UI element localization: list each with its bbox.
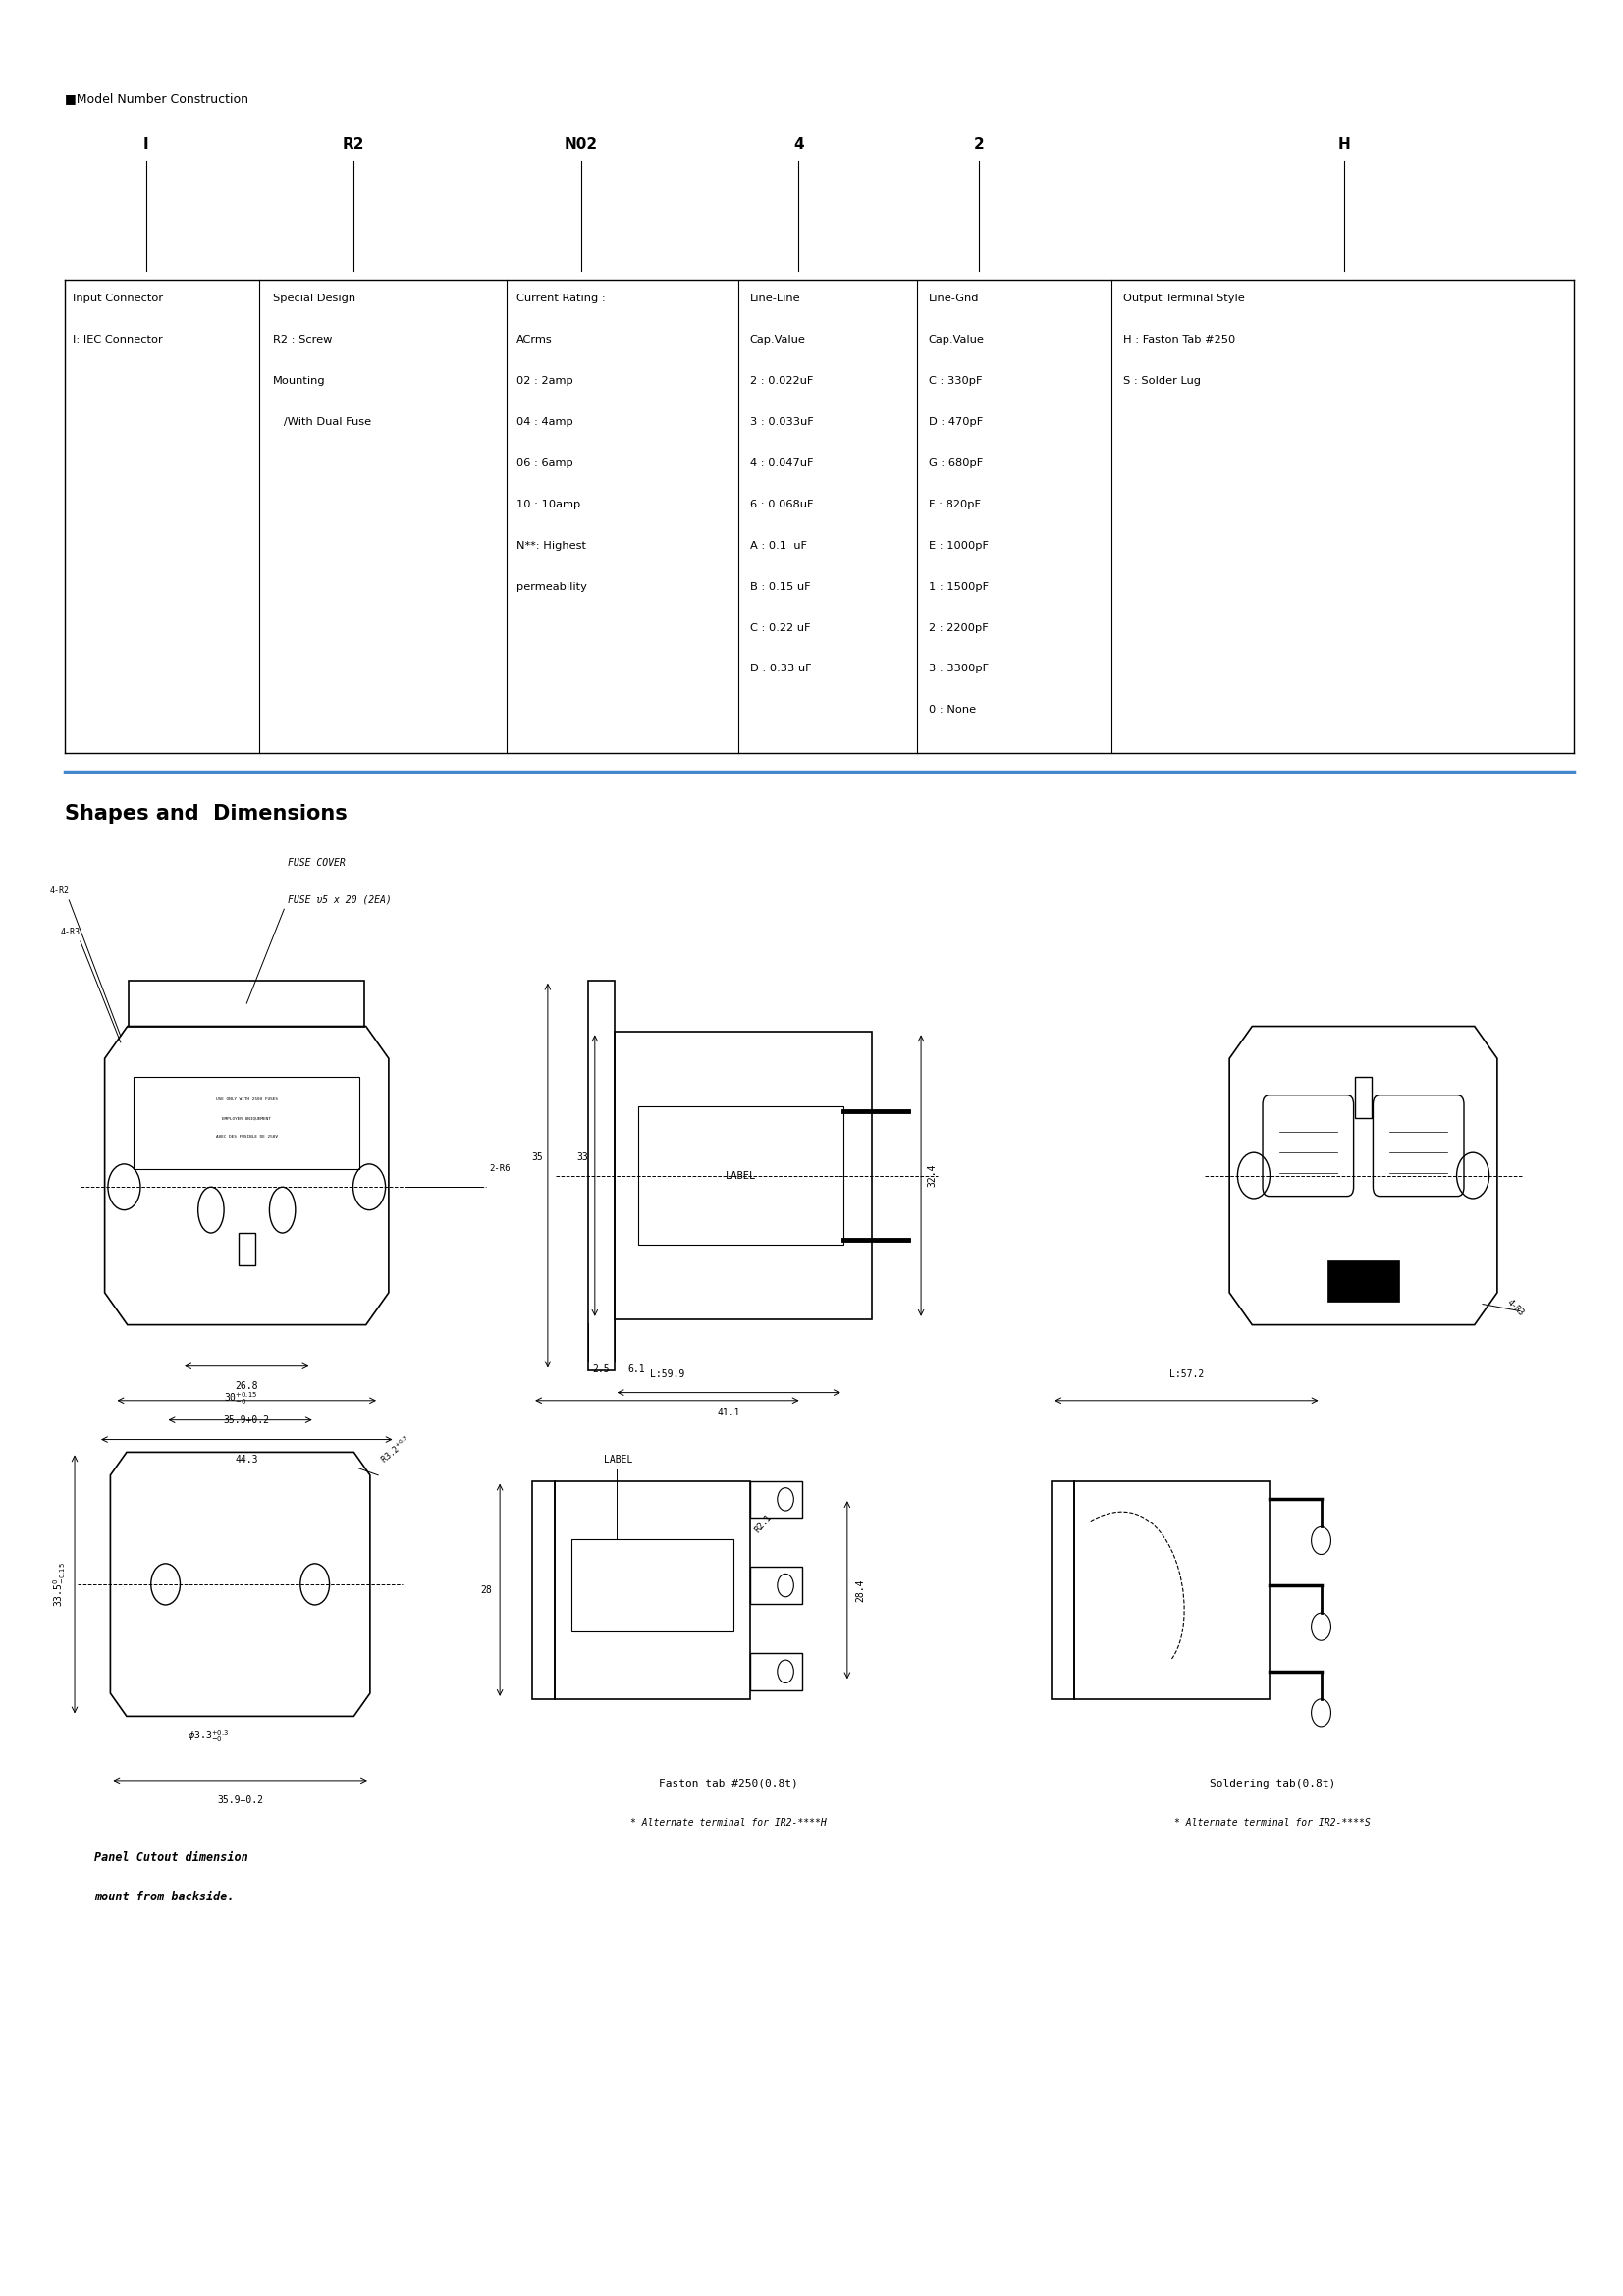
Bar xyxy=(571,1538,734,1630)
Text: Special Design: Special Design xyxy=(273,294,355,303)
Text: Shapes and  Dimensions: Shapes and Dimensions xyxy=(65,804,347,824)
Text: 35.9+0.2: 35.9+0.2 xyxy=(224,1417,269,1426)
Text: C : 330pF: C : 330pF xyxy=(928,377,982,386)
Text: 10 : 10amp: 10 : 10amp xyxy=(516,501,579,510)
Bar xyxy=(1052,1481,1074,1699)
Text: B : 0.15 uF: B : 0.15 uF xyxy=(750,581,810,592)
Bar xyxy=(130,980,364,1026)
Text: N**: Highest: N**: Highest xyxy=(516,540,586,551)
Text: Faston tab #250(0.8t): Faston tab #250(0.8t) xyxy=(659,1779,799,1789)
Text: 0 : None: 0 : None xyxy=(928,705,975,714)
Text: Mounting: Mounting xyxy=(273,377,325,386)
Text: C : 0.22 uF: C : 0.22 uF xyxy=(750,622,810,634)
Text: 4: 4 xyxy=(794,138,803,152)
Text: S : Solder Lug: S : Solder Lug xyxy=(1123,377,1201,386)
Text: 4-R3: 4-R3 xyxy=(60,928,81,937)
Text: H : Faston Tab #250: H : Faston Tab #250 xyxy=(1123,335,1235,344)
Text: 44.3: 44.3 xyxy=(235,1456,258,1465)
Text: 06 : 6amp: 06 : 6amp xyxy=(516,459,573,468)
Text: N02: N02 xyxy=(565,138,597,152)
Text: $\phi$3.3$^{+0.3}_{-0}$: $\phi$3.3$^{+0.3}_{-0}$ xyxy=(187,1727,229,1745)
Text: 28: 28 xyxy=(480,1584,492,1596)
Text: H: H xyxy=(1337,138,1350,152)
Text: Current Rating :: Current Rating : xyxy=(516,294,605,303)
Text: 6 : 0.068uF: 6 : 0.068uF xyxy=(750,501,813,510)
Bar xyxy=(133,1077,360,1169)
Text: 41.1: 41.1 xyxy=(717,1407,740,1417)
Text: R2: R2 xyxy=(342,138,365,152)
Text: * Alternate terminal for IR2-****H: * Alternate terminal for IR2-****H xyxy=(631,1818,826,1828)
Text: R2 : Screw: R2 : Screw xyxy=(273,335,333,344)
Text: R2.1: R2.1 xyxy=(753,1513,774,1534)
Text: EMPLOYER UNIQUEMENT: EMPLOYER UNIQUEMENT xyxy=(222,1116,271,1120)
Text: Cap.Value: Cap.Value xyxy=(750,335,805,344)
Text: D : 470pF: D : 470pF xyxy=(928,418,982,427)
Bar xyxy=(555,1481,750,1699)
Text: 2 : 2200pF: 2 : 2200pF xyxy=(928,622,988,634)
Text: 35.9+0.2: 35.9+0.2 xyxy=(217,1795,263,1805)
Text: Output Terminal Style: Output Terminal Style xyxy=(1123,294,1245,303)
Text: I: IEC Connector: I: IEC Connector xyxy=(73,335,164,344)
Text: 2.5: 2.5 xyxy=(592,1364,610,1373)
Text: 2 : 0.022uF: 2 : 0.022uF xyxy=(750,377,813,386)
Text: 33.5$^{0}_{-0.15}$: 33.5$^{0}_{-0.15}$ xyxy=(52,1561,68,1607)
Text: FUSE υ5 x 20 (2EA): FUSE υ5 x 20 (2EA) xyxy=(287,895,391,905)
Bar xyxy=(750,1481,802,1518)
Text: ■Model Number Construction: ■Model Number Construction xyxy=(65,92,248,106)
Text: L:57.2: L:57.2 xyxy=(1169,1371,1204,1380)
Bar xyxy=(589,980,615,1371)
Text: A : 0.1  uF: A : 0.1 uF xyxy=(750,540,807,551)
Text: 3 : 3300pF: 3 : 3300pF xyxy=(928,664,988,673)
Text: Input Connector: Input Connector xyxy=(73,294,164,303)
Text: AVEC DES FUSIBLE DE 250V: AVEC DES FUSIBLE DE 250V xyxy=(216,1134,278,1139)
Bar xyxy=(1355,1077,1371,1118)
Text: 4-R3: 4-R3 xyxy=(1506,1297,1526,1318)
Text: Soldering tab(0.8t): Soldering tab(0.8t) xyxy=(1209,1779,1336,1789)
Text: I: I xyxy=(143,138,149,152)
Text: permeability: permeability xyxy=(516,581,586,592)
Text: 30$^{+0.15}_{-0}$: 30$^{+0.15}_{-0}$ xyxy=(224,1389,256,1407)
Text: USE ONLY WITH 250V FUSES: USE ONLY WITH 250V FUSES xyxy=(216,1097,278,1102)
Bar xyxy=(1074,1481,1269,1699)
Bar xyxy=(239,1233,255,1265)
Text: D : 0.33 uF: D : 0.33 uF xyxy=(750,664,812,673)
Text: /With Dual Fuse: /With Dual Fuse xyxy=(273,418,372,427)
Bar xyxy=(532,1481,555,1699)
Text: F : 820pF: F : 820pF xyxy=(928,501,980,510)
Text: Line-Line: Line-Line xyxy=(750,294,800,303)
Bar xyxy=(1328,1261,1399,1302)
Text: E : 1000pF: E : 1000pF xyxy=(928,540,988,551)
Text: 35: 35 xyxy=(531,1153,542,1162)
Bar xyxy=(750,1653,802,1690)
Text: Line-Gnd: Line-Gnd xyxy=(928,294,979,303)
Bar xyxy=(615,1033,873,1318)
Text: 26.8: 26.8 xyxy=(235,1382,258,1391)
Text: 3 : 0.033uF: 3 : 0.033uF xyxy=(750,418,813,427)
Text: 33: 33 xyxy=(576,1153,589,1162)
Text: LABEL: LABEL xyxy=(725,1171,756,1180)
Text: mount from backside.: mount from backside. xyxy=(94,1890,234,1903)
Text: 6.1: 6.1 xyxy=(628,1364,644,1373)
Text: * Alternate terminal for IR2-****S: * Alternate terminal for IR2-****S xyxy=(1175,1818,1370,1828)
Text: 2: 2 xyxy=(974,138,984,152)
Text: 02 : 2amp: 02 : 2amp xyxy=(516,377,573,386)
Text: 4-R2: 4-R2 xyxy=(49,886,70,895)
Text: 28.4: 28.4 xyxy=(855,1577,865,1603)
Text: R3.2$^{+0.3}$: R3.2$^{+0.3}$ xyxy=(378,1433,414,1465)
Text: ACrms: ACrms xyxy=(516,335,552,344)
Text: 32.4: 32.4 xyxy=(928,1164,938,1187)
Text: G : 680pF: G : 680pF xyxy=(928,459,982,468)
Text: 4 : 0.047uF: 4 : 0.047uF xyxy=(750,459,813,468)
Text: Panel Cutout dimension: Panel Cutout dimension xyxy=(94,1851,248,1864)
Text: LABEL: LABEL xyxy=(604,1456,633,1465)
Text: 2-R6: 2-R6 xyxy=(490,1164,511,1173)
Text: L:59.9: L:59.9 xyxy=(649,1371,685,1380)
Bar xyxy=(750,1568,802,1603)
Bar xyxy=(639,1107,844,1244)
Text: Cap.Value: Cap.Value xyxy=(928,335,984,344)
Text: 04 : 4amp: 04 : 4amp xyxy=(516,418,573,427)
Text: 1 : 1500pF: 1 : 1500pF xyxy=(928,581,988,592)
Text: FUSE COVER: FUSE COVER xyxy=(287,859,346,868)
